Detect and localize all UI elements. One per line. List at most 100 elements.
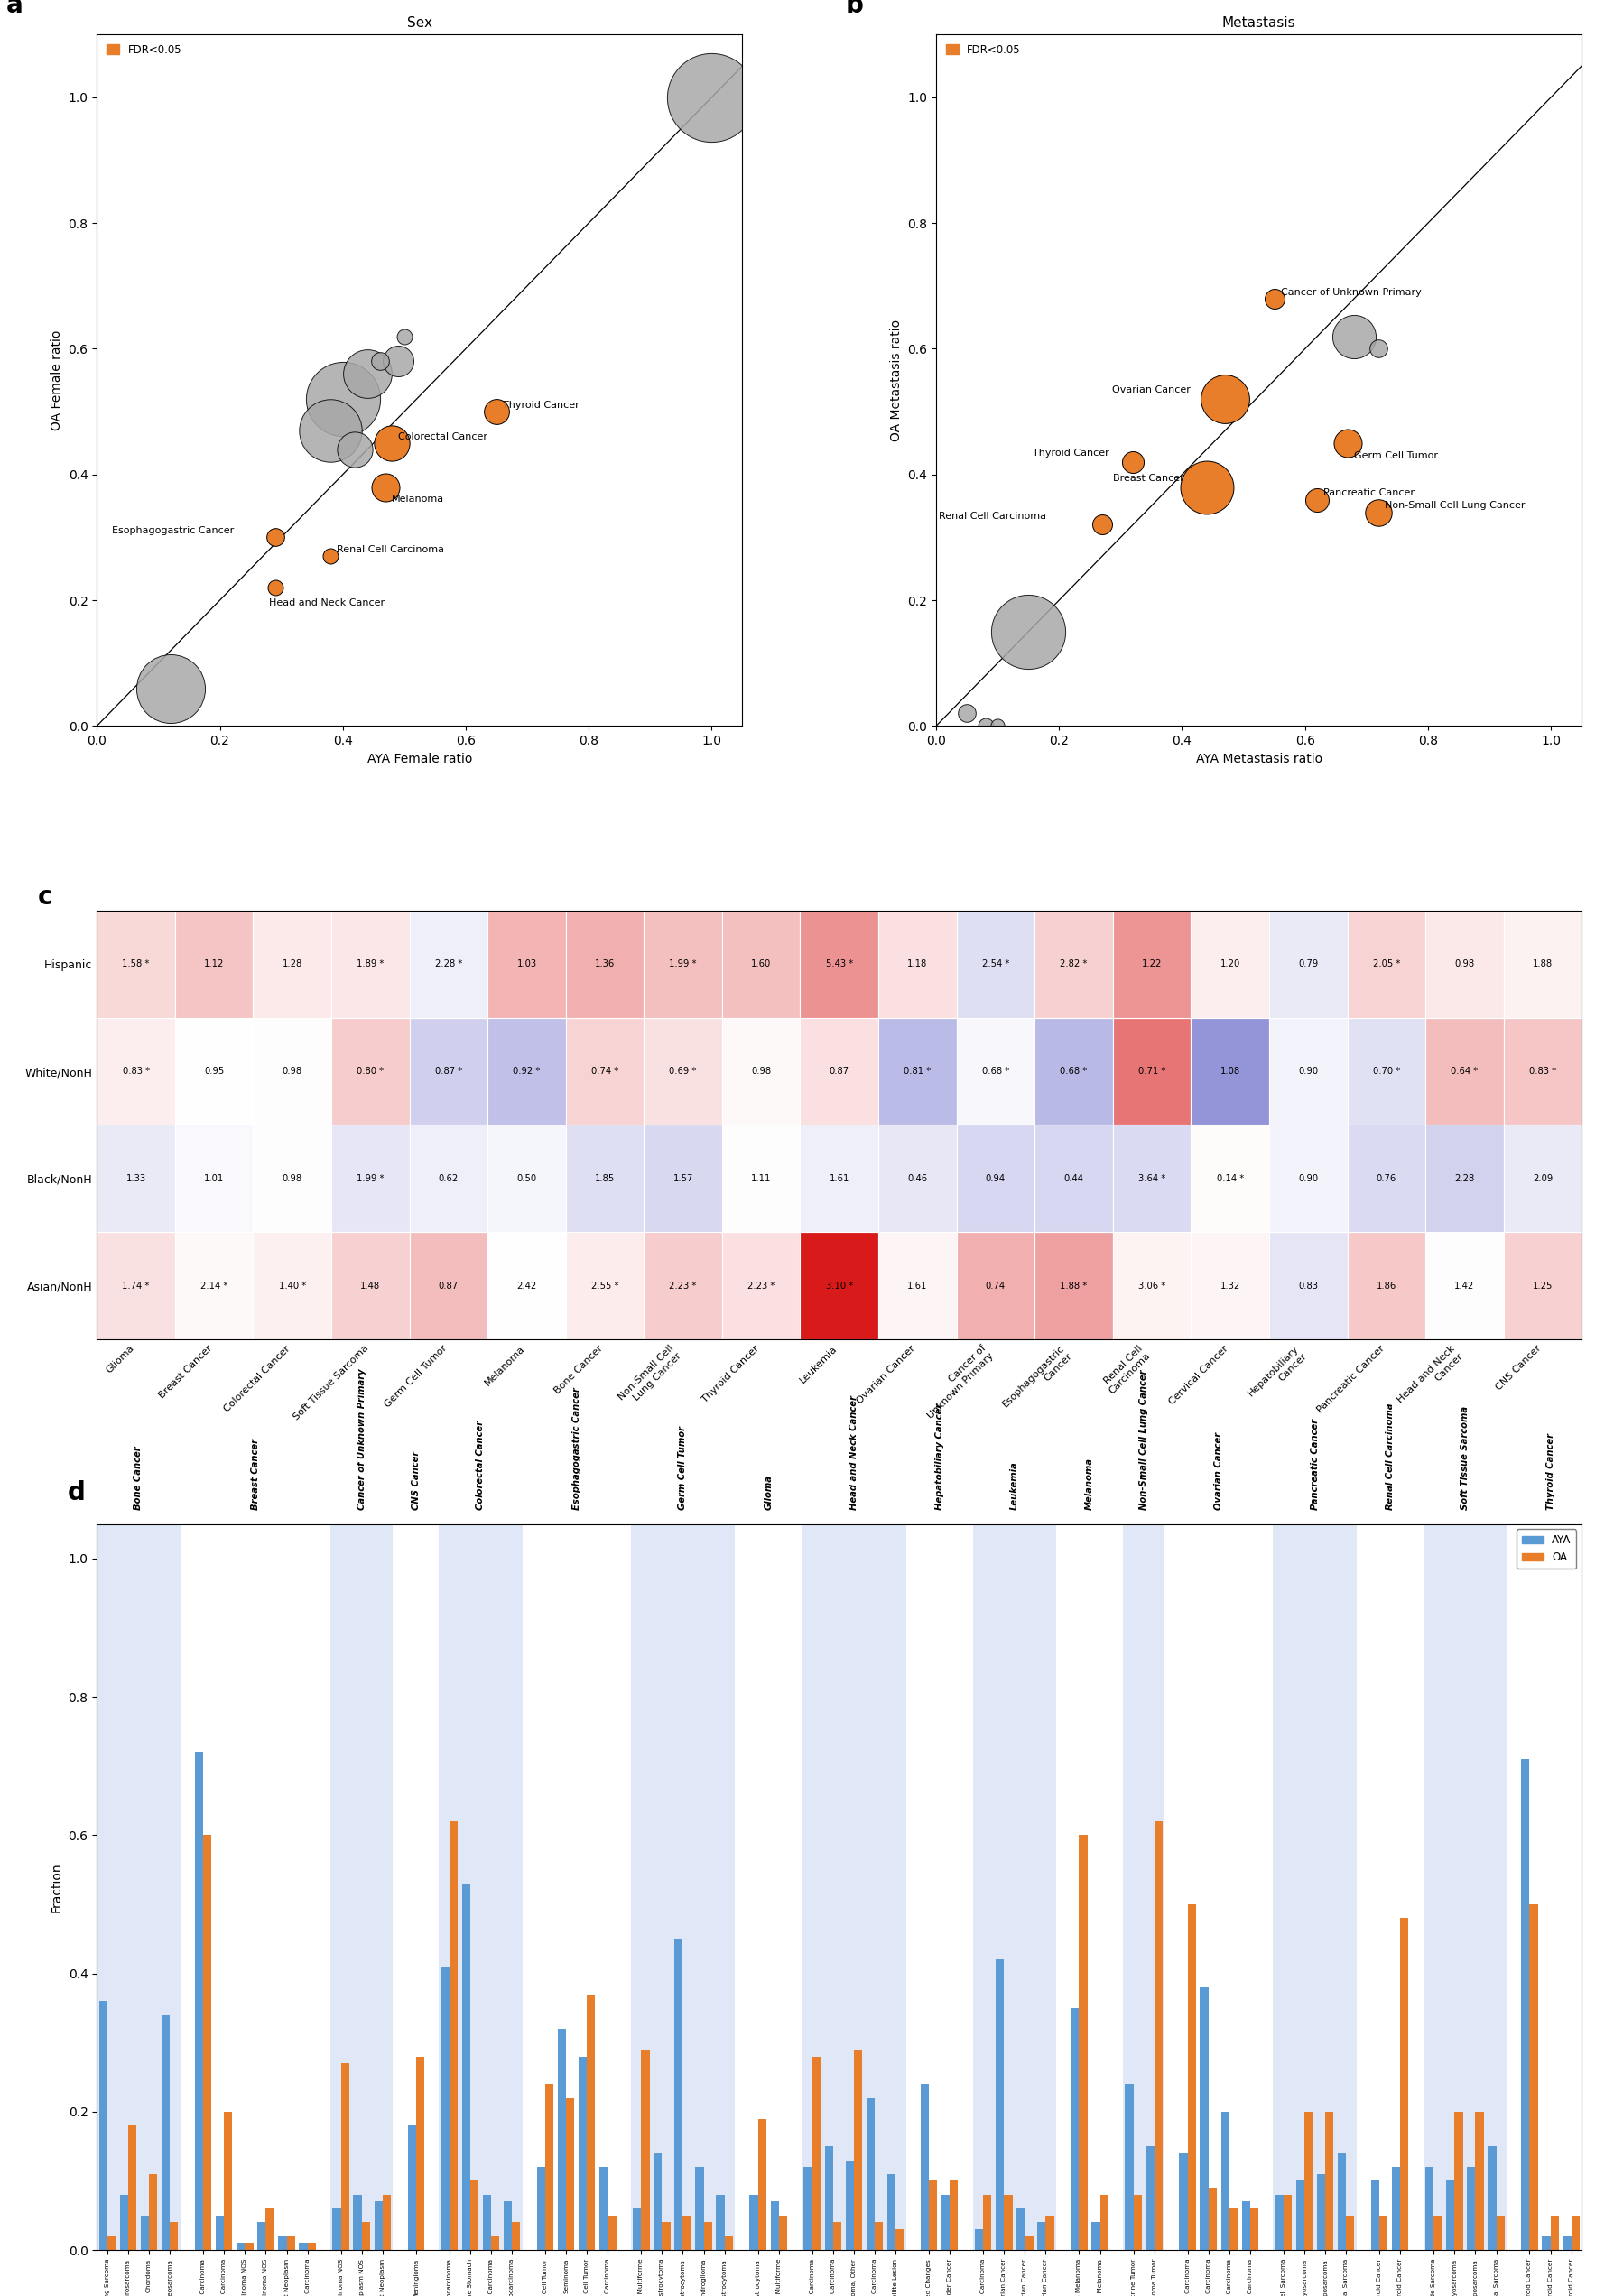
Bar xyxy=(1035,912,1112,1017)
Bar xyxy=(1380,2216,1388,2250)
Text: 0.87 *: 0.87 * xyxy=(434,1068,462,1077)
Bar xyxy=(696,2167,704,2250)
Point xyxy=(954,696,980,732)
Bar xyxy=(567,2099,575,2250)
Bar xyxy=(717,2195,725,2250)
Text: 1.32: 1.32 xyxy=(1220,1281,1240,1290)
Point xyxy=(1365,331,1391,367)
Bar xyxy=(878,1233,957,1339)
Point xyxy=(972,707,997,744)
Bar xyxy=(174,1017,253,1125)
Text: Head and Neck Cancer: Head and Neck Cancer xyxy=(270,597,384,606)
Text: 1.08: 1.08 xyxy=(1220,1068,1240,1077)
Bar xyxy=(896,2229,904,2250)
Text: 2.05 *: 2.05 * xyxy=(1372,960,1399,969)
Text: 2.28: 2.28 xyxy=(1454,1173,1475,1182)
Bar xyxy=(973,1525,1056,2250)
Bar xyxy=(957,1017,1035,1125)
Bar xyxy=(1551,2216,1559,2250)
Bar xyxy=(504,2202,512,2250)
Bar xyxy=(1180,2154,1188,2250)
Bar xyxy=(174,912,253,1017)
Text: 0.90: 0.90 xyxy=(1298,1068,1319,1077)
Text: 2.42: 2.42 xyxy=(516,1281,537,1290)
Bar xyxy=(1269,1017,1348,1125)
Point xyxy=(391,317,416,354)
Text: 0.98: 0.98 xyxy=(282,1173,302,1182)
Text: Renal Cell Carcinoma: Renal Cell Carcinoma xyxy=(337,544,444,553)
Title: Sex: Sex xyxy=(407,16,433,30)
Bar xyxy=(662,2223,670,2250)
Bar xyxy=(483,2195,491,2250)
Bar xyxy=(1091,2223,1101,2250)
Bar xyxy=(487,1233,567,1339)
Text: 0.98: 0.98 xyxy=(282,1068,302,1077)
Bar xyxy=(1504,1017,1582,1125)
Bar xyxy=(1035,1125,1112,1233)
Bar xyxy=(107,2236,116,2250)
Bar xyxy=(1154,1821,1162,2250)
Bar xyxy=(1191,1125,1269,1233)
Bar xyxy=(801,1017,878,1125)
Text: 1.22: 1.22 xyxy=(1141,960,1162,969)
Text: 0.92 *: 0.92 * xyxy=(513,1068,541,1077)
Point xyxy=(484,393,510,429)
Text: 0.69 *: 0.69 * xyxy=(670,1068,697,1077)
Bar xyxy=(253,1017,331,1125)
Bar xyxy=(1112,1233,1191,1339)
Text: 0.44: 0.44 xyxy=(1064,1173,1083,1182)
Bar xyxy=(567,1017,644,1125)
Bar xyxy=(237,2243,245,2250)
Text: 1.48: 1.48 xyxy=(360,1281,381,1290)
Bar xyxy=(599,2167,608,2250)
Text: 2.82 *: 2.82 * xyxy=(1060,960,1088,969)
Text: 0.46: 0.46 xyxy=(907,1173,928,1182)
Point xyxy=(329,381,355,418)
Bar xyxy=(97,1233,174,1339)
Y-axis label: OA Metastasis ratio: OA Metastasis ratio xyxy=(889,319,902,441)
Text: 0.68 *: 0.68 * xyxy=(1060,1068,1088,1077)
Bar xyxy=(1035,1017,1112,1125)
Text: 3.64 *: 3.64 * xyxy=(1138,1173,1165,1182)
Bar xyxy=(1467,2167,1475,2250)
Bar xyxy=(1572,2216,1580,2250)
Text: 0.94: 0.94 xyxy=(986,1173,1006,1182)
Bar xyxy=(462,1883,470,2250)
Bar xyxy=(1269,1125,1348,1233)
Text: 1.57: 1.57 xyxy=(673,1173,692,1182)
Bar xyxy=(487,1125,567,1233)
Bar xyxy=(749,2195,759,2250)
Text: 0.68 *: 0.68 * xyxy=(981,1068,1009,1077)
Bar xyxy=(1112,1017,1191,1125)
Text: 2.23 *: 2.23 * xyxy=(747,1281,775,1290)
Point xyxy=(379,425,405,461)
Bar xyxy=(1273,1525,1356,2250)
Text: 2.14 *: 2.14 * xyxy=(200,1281,228,1290)
Text: Cancer of Unknown Primary: Cancer of Unknown Primary xyxy=(357,1368,366,1508)
Bar xyxy=(1070,2009,1080,2250)
Text: 0.64 *: 0.64 * xyxy=(1451,1068,1478,1077)
Bar xyxy=(567,1233,644,1339)
Text: 1.88 *: 1.88 * xyxy=(1060,1281,1088,1290)
Bar xyxy=(1425,1233,1504,1339)
Bar xyxy=(1370,2181,1380,2250)
Bar xyxy=(1475,2112,1483,2250)
Bar xyxy=(1112,1125,1191,1233)
Text: Ovarian Cancer: Ovarian Cancer xyxy=(1214,1433,1223,1508)
Bar xyxy=(97,912,174,1017)
Text: 1.18: 1.18 xyxy=(907,960,928,969)
Text: 3.10 *: 3.10 * xyxy=(826,1281,852,1290)
Bar xyxy=(1433,2216,1441,2250)
Bar xyxy=(1348,912,1425,1017)
Bar xyxy=(449,1821,458,2250)
Legend: FDR<0.05: FDR<0.05 xyxy=(102,39,186,60)
Bar xyxy=(512,2223,520,2250)
Bar xyxy=(721,1125,801,1233)
Point xyxy=(985,707,1010,744)
Bar xyxy=(801,912,878,1017)
Text: Breast Cancer: Breast Cancer xyxy=(250,1437,260,1508)
Text: Non-Small Cell Lung Cancer: Non-Small Cell Lung Cancer xyxy=(1385,501,1525,510)
Bar xyxy=(97,1525,181,2250)
Text: 0.62: 0.62 xyxy=(439,1173,458,1182)
Bar xyxy=(846,2161,854,2250)
